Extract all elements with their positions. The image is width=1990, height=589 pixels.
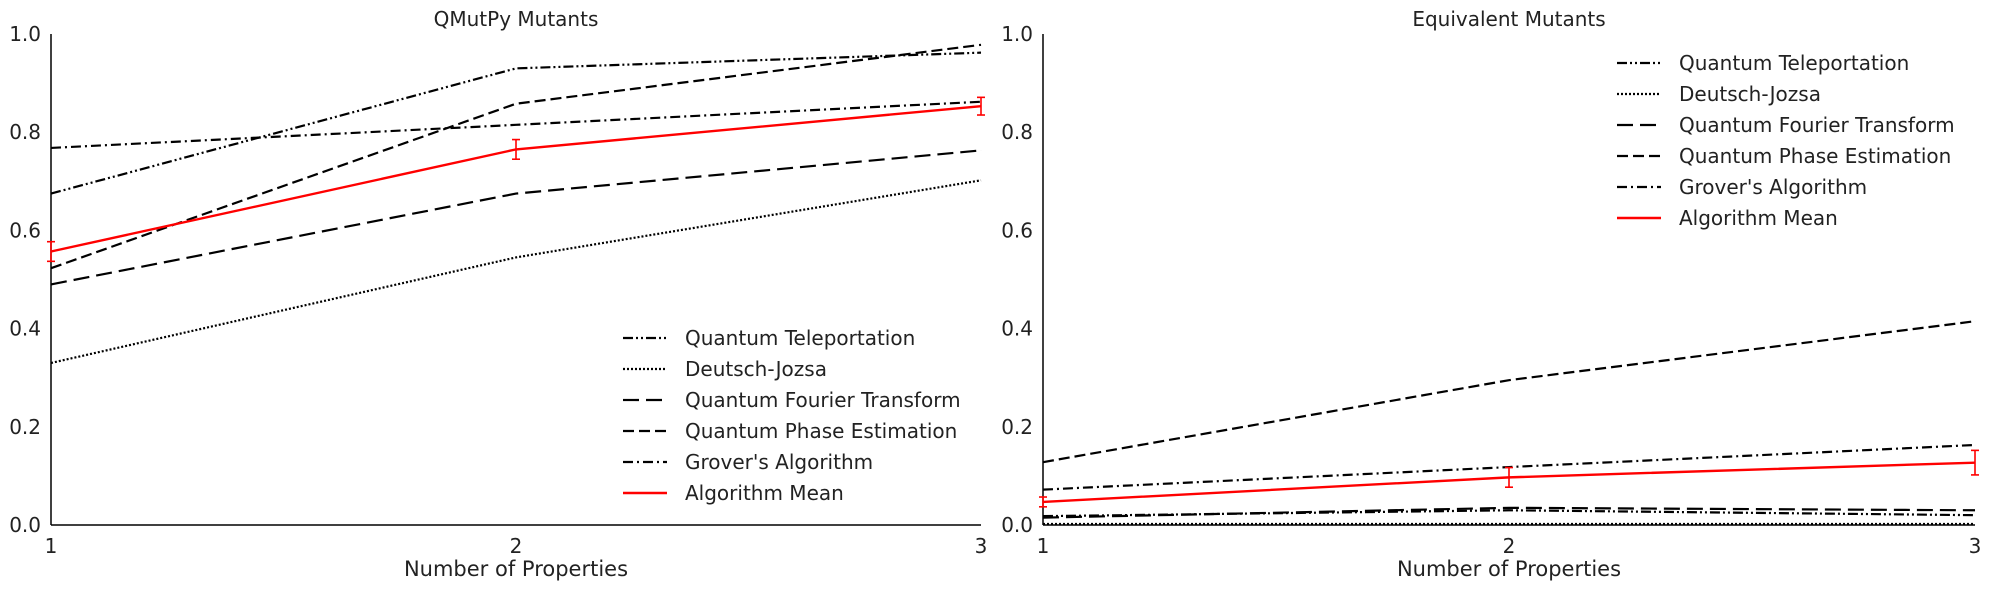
y-tick-label: 0.6 (9, 218, 41, 242)
x-tick-label: 1 (1037, 534, 1050, 558)
legend-label: Deutsch-Jozsa (1679, 82, 1821, 106)
legend-label: Quantum Fourier Transform (1679, 113, 1955, 137)
x-axis-label: Number of Properties (1397, 557, 1621, 581)
series-line-algorithm-mean (50, 104, 982, 253)
series-line-quantum-fourier-transform (50, 149, 982, 286)
legend-label: Deutsch-Jozsa (685, 357, 827, 381)
y-tick-label: 0.0 (1001, 513, 1033, 537)
x-tick-label: 3 (975, 534, 988, 558)
legend-label: Grover's Algorithm (1679, 175, 1867, 199)
legend-label: Quantum Fourier Transform (685, 388, 961, 412)
error-bar (1971, 449, 1979, 476)
chart-equivalent-mutants: Equivalent Mutants 0.0 0.2 0.4 0.6 0.8 1.0 1 2 3 N… (1001, 7, 1981, 581)
error-bar (1505, 466, 1513, 488)
y-tick-label: 0.2 (9, 415, 41, 439)
legend-label: Quantum Phase Estimation (685, 419, 957, 443)
y-tick-label: 1.0 (9, 22, 41, 46)
error-bar (1039, 496, 1047, 508)
legend-label: Grover's Algorithm (685, 450, 873, 474)
legend-label: Algorithm Mean (1679, 206, 1838, 230)
x-tick-label: 2 (1503, 534, 1516, 558)
y-tick-label: 1.0 (1001, 22, 1033, 46)
y-tick-label: 0.0 (9, 513, 41, 537)
y-tick-label: 0.8 (9, 120, 41, 144)
legend-label: Quantum Teleportation (1679, 51, 1909, 75)
series-line-quantum-phase-estimation (1042, 320, 1976, 464)
series-line-quantum-phase-estimation (50, 43, 982, 270)
y-tick-label: 0.8 (1001, 120, 1033, 144)
error-bar (977, 96, 985, 116)
series-line-quantum-teleportation (50, 51, 982, 195)
chart-title: QMutPy Mutants (434, 7, 599, 31)
legend: Quantum Teleportation Deutsch-Jozsa Quantu… (1617, 51, 1955, 230)
legend: Quantum Teleportation Deutsch-Jozsa Quantu… (623, 326, 961, 505)
y-tick-label: 0.4 (1001, 317, 1033, 341)
chart-title: Equivalent Mutants (1412, 7, 1605, 31)
x-tick-label: 1 (45, 534, 58, 558)
error-bar (512, 138, 520, 161)
legend-label: Quantum Teleportation (685, 326, 915, 350)
y-tick-label: 0.2 (1001, 415, 1033, 439)
x-tick-label: 2 (510, 534, 523, 558)
y-tick-label: 0.6 (1001, 218, 1033, 242)
x-axis-label: Number of Properties (404, 557, 628, 581)
legend-label: Quantum Phase Estimation (1679, 144, 1951, 168)
chart-qmutpy-mutants: QMutPy Mutants 0.0 0.2 0.4 0.6 0.8 1.0 1 2 3 Numbe… (9, 7, 987, 581)
y-tick-label: 0.4 (9, 317, 41, 341)
x-tick-label: 3 (1969, 534, 1982, 558)
error-bar (47, 240, 55, 263)
legend-label: Algorithm Mean (685, 481, 844, 505)
